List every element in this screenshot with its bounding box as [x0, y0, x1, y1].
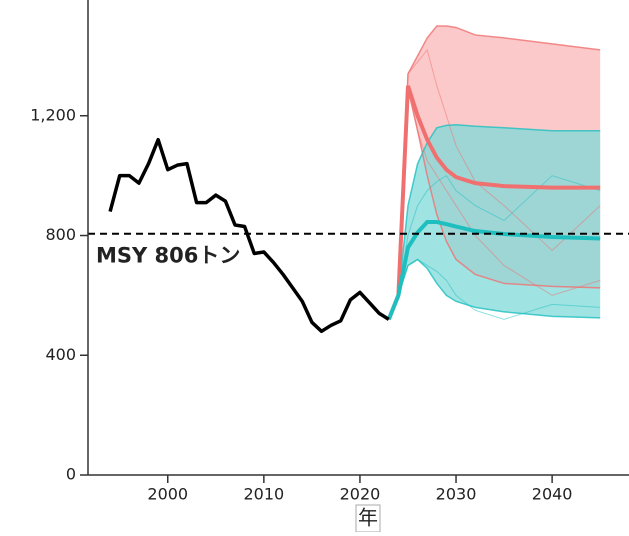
trajectory: [388, 258, 601, 320]
x-tick-label: 2010: [243, 485, 284, 504]
y-tick-label: 800: [45, 225, 76, 244]
historical-line: [108, 137, 390, 334]
projection-median: [386, 85, 601, 321]
y-tick-label: 0: [66, 465, 76, 484]
projection-band: [388, 124, 601, 320]
x-axis-label: 年: [358, 506, 378, 530]
msy-label: MSY 806トン: [96, 244, 240, 268]
x-tick-label: 2030: [436, 485, 477, 504]
band-edge: [388, 123, 601, 320]
x-tick-label: 2020: [340, 485, 381, 504]
x-tick-label: 2040: [532, 485, 573, 504]
trajectory: [388, 174, 601, 320]
x-tick-label: 2000: [147, 485, 188, 504]
y-tick-label: 400: [45, 345, 76, 364]
y-tick-label: 1,200: [30, 105, 76, 124]
